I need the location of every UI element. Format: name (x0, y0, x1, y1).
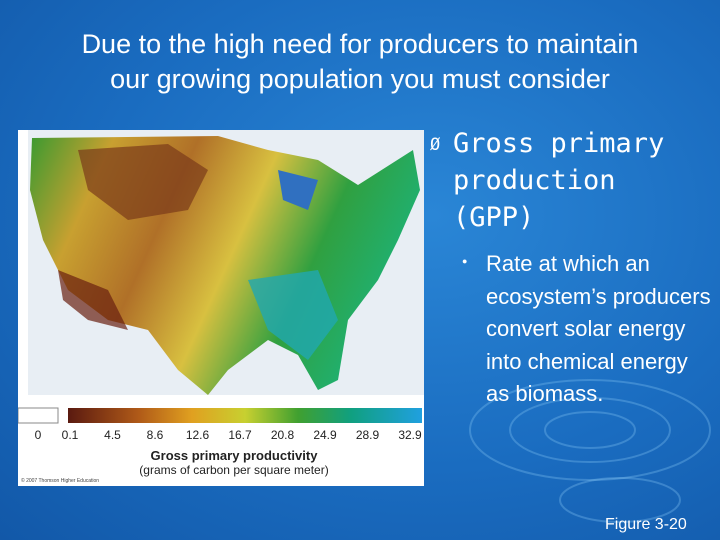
figure-label: Figure 3-20 (605, 516, 687, 533)
legend-title: Gross primary productivity (151, 448, 319, 463)
legend-label: 4.5 (104, 428, 121, 442)
legend-label: 0 (35, 428, 42, 442)
sub-bullet-marker: ● (462, 256, 468, 266)
legend-subtitle: (grams of carbon per square meter) (139, 463, 328, 477)
bullet-marker: Ø (430, 135, 441, 155)
legend-label: 20.8 (271, 428, 295, 442)
title-line: Due to the high need for producers to ma… (81, 29, 639, 59)
credit: © 2007 Thomson Higher Education (21, 477, 99, 484)
legend-label: 16.7 (228, 428, 252, 442)
legend-label: 32.9 (398, 428, 422, 442)
bullet-line: (GPP) (453, 202, 535, 233)
legend-label: 28.9 (356, 428, 380, 442)
legend-labels: 0 0.1 4.5 8.6 12.6 16.7 20.8 24.9 28.9 32.9 (35, 428, 422, 442)
legend-label: 24.9 (313, 428, 337, 442)
gpp-map: Gross primary productivity (grams of car… (18, 130, 424, 486)
legend-label: 8.6 (147, 428, 164, 442)
bullet-line: production (453, 165, 616, 196)
legend-label: 12.6 (186, 428, 210, 442)
title-line: our growing population you must consider (110, 64, 610, 94)
sub-bullet-text: Rate at which an ecosystem’s producers c… (486, 251, 711, 406)
bullet-line: Gross primary (453, 128, 665, 159)
legend-label: 0.1 (62, 428, 79, 442)
